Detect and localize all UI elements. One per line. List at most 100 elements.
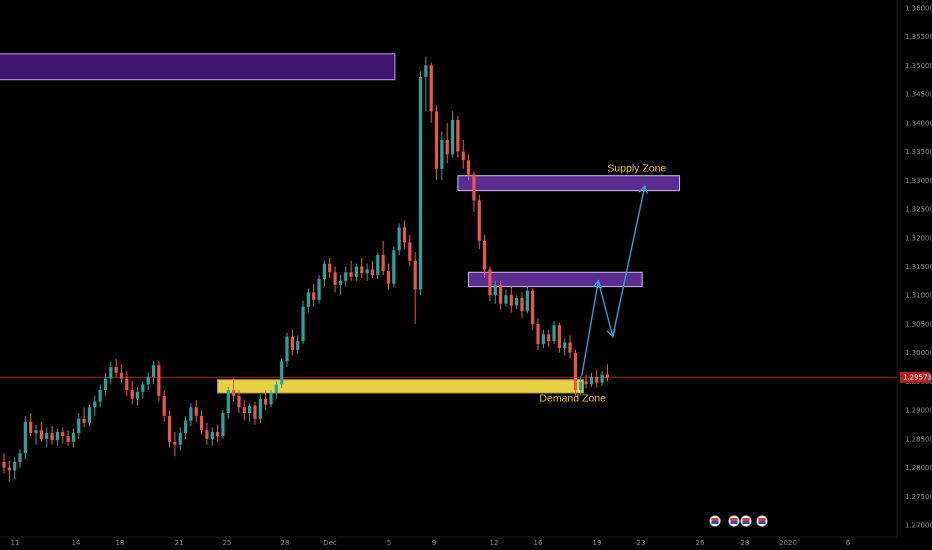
price-tag-background: [900, 371, 930, 383]
candle-body: [552, 325, 556, 342]
x-tick-label: 6: [846, 539, 851, 547]
candle-body: [573, 352, 577, 391]
y-tick-label: 1.30000: [905, 349, 932, 357]
projection-arrowhead-3: [638, 184, 649, 194]
candle-body: [515, 298, 519, 306]
candle-body: [461, 151, 465, 161]
candles-layer: [2, 56, 610, 483]
candle-body: [349, 272, 353, 277]
candle-body: [253, 405, 257, 419]
x-tick-label: 18: [116, 539, 125, 547]
candle-body: [183, 420, 188, 434]
candle-body: [269, 392, 273, 405]
candle-body: [456, 119, 460, 152]
candle-body: [579, 381, 583, 391]
x-tick-label: 25: [223, 539, 232, 547]
y-tick-label: 1.28000: [905, 464, 932, 472]
x-tick-label: 5: [387, 539, 391, 547]
y-tick-label: 1.32500: [905, 206, 932, 214]
demand-zone-3[interactable]: [217, 379, 584, 394]
candle-body: [450, 119, 455, 155]
x-tick-label: 12: [490, 539, 499, 547]
x-tick-label: 2020: [779, 539, 797, 547]
candle-body: [66, 436, 70, 442]
projection-path[interactable]: [581, 185, 646, 376]
candle-body: [413, 260, 417, 290]
candle-body: [264, 398, 268, 405]
candle-body: [50, 433, 54, 441]
x-tick-label: 21: [175, 539, 184, 547]
candle-body: [322, 263, 326, 280]
candle-body: [568, 342, 572, 353]
candle-body: [87, 407, 92, 423]
candle-body: [541, 334, 545, 345]
candle-body: [77, 418, 81, 434]
candle-body: [226, 390, 230, 414]
candle-body: [125, 378, 129, 391]
candle-body: [114, 367, 118, 373]
candle-body: [504, 295, 508, 304]
y-tick-label: 1.27500: [905, 493, 932, 501]
candle-body: [429, 65, 433, 112]
candle-body: [93, 401, 97, 408]
price-axis[interactable]: 1.27000 1.27500 1.28000 1.28500 1.29000 1.295…: [905, 4, 932, 529]
current-price-tag: 1.29573: [900, 371, 932, 383]
x-tick-label: 16: [534, 539, 543, 547]
candle-body: [274, 384, 278, 393]
y-tick-label: 1.31500: [905, 263, 932, 271]
candle-body: [39, 430, 43, 439]
candle-body: [466, 160, 471, 175]
event-flag-icon[interactable]: [728, 515, 740, 527]
y-tick-label: 1.31000: [905, 292, 932, 300]
candle-body: [285, 336, 289, 362]
candle-body: [402, 227, 407, 243]
candle-body: [296, 341, 300, 350]
y-tick-label: 1.35500: [905, 33, 932, 41]
candle-body: [141, 384, 145, 392]
y-tick-label: 1.29000: [905, 407, 932, 415]
event-flag-icon[interactable]: [709, 515, 721, 527]
candle-body: [109, 367, 113, 379]
candle-body: [119, 372, 124, 379]
candle-body: [600, 374, 604, 383]
candle-body: [605, 374, 610, 378]
candle-body: [98, 390, 102, 402]
supply-zone-2[interactable]: [468, 271, 643, 288]
candle-body: [488, 269, 492, 296]
candle-body: [189, 407, 193, 421]
y-tick-label: 1.33000: [905, 177, 932, 185]
candle-body: [55, 432, 59, 441]
x-tick-label: 28: [741, 539, 750, 547]
time-axis[interactable]: 11 14 18 21 25 28 Dec 5 9 12 16 19 23 26 28 2020 6: [11, 539, 851, 547]
candle-body: [242, 407, 246, 414]
candle-body: [248, 405, 252, 414]
projection-arrowhead-1: [592, 279, 602, 289]
candle-body: [34, 430, 38, 434]
candle-body: [210, 432, 214, 439]
y-tick-label: 1.34000: [905, 119, 932, 127]
event-flag-icon[interactable]: [740, 515, 752, 527]
candle-body: [23, 421, 27, 454]
event-flag-icon[interactable]: [756, 515, 768, 527]
supply-zone-0[interactable]: [0, 53, 396, 81]
event-flags[interactable]: [709, 515, 768, 527]
candle-body: [354, 266, 359, 277]
candle-body: [146, 376, 150, 385]
supply-zone-1[interactable]: [457, 175, 681, 192]
x-tick-label: 9: [432, 539, 436, 547]
candle-body: [392, 250, 396, 284]
candle-body: [344, 272, 348, 281]
candle-body: [130, 390, 134, 399]
candle-body: [509, 295, 513, 306]
x-tick-label: 14: [72, 539, 81, 547]
candle-body: [194, 407, 198, 416]
y-tick-label: 1.35000: [905, 62, 932, 70]
y-tick-label: 1.27000: [905, 522, 932, 530]
candle-body: [280, 361, 284, 385]
zones-layer: [0, 53, 681, 394]
candle-body: [199, 415, 204, 431]
candle-body: [408, 242, 412, 261]
candle-body: [499, 284, 503, 304]
candle-body: [381, 255, 385, 272]
